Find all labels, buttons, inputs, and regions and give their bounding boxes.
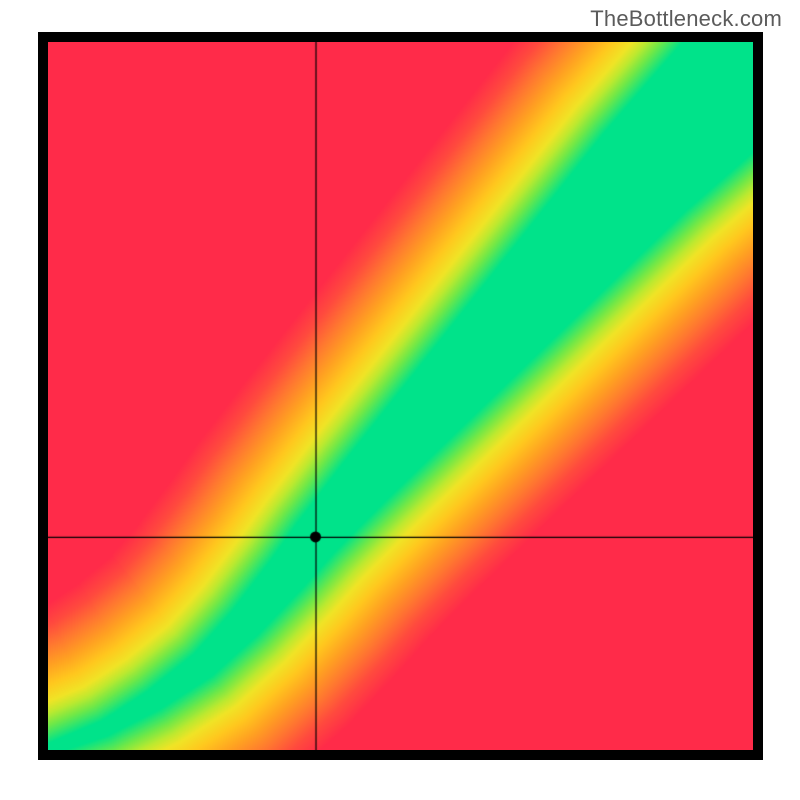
- watermark-text: TheBottleneck.com: [590, 6, 782, 32]
- crosshair-overlay: [48, 42, 753, 750]
- chart-container: TheBottleneck.com: [0, 0, 800, 800]
